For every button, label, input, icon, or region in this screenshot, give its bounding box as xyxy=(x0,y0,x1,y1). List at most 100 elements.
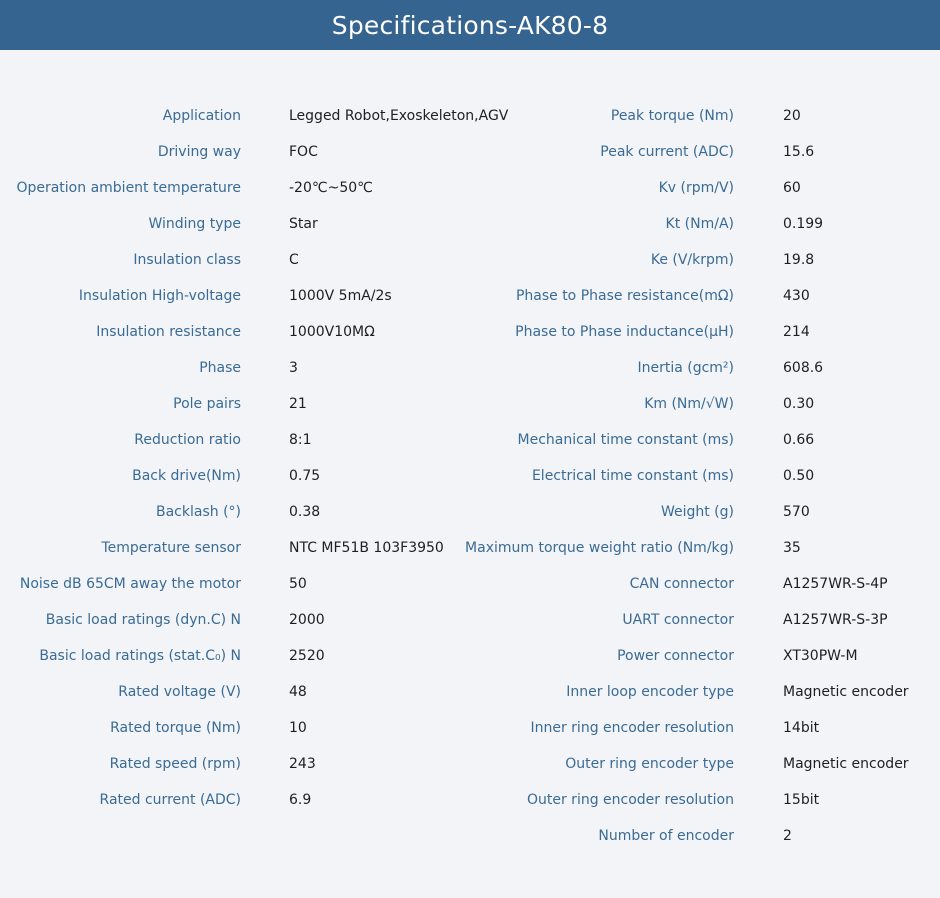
spec-value: 0.30 xyxy=(783,396,815,412)
spec-label: Operation ambient temperature xyxy=(16,180,241,196)
spec-value: 6.9 xyxy=(289,792,312,808)
spec-row: Outer ring encoder resolution 15bit xyxy=(0,788,940,812)
spec-row: CAN connector A1257WR-S-4P xyxy=(0,572,940,596)
spec-label: Reduction ratio xyxy=(134,432,241,448)
spec-label: Outer ring encoder resolution xyxy=(526,792,734,808)
spec-label: Power connector xyxy=(617,648,734,664)
spec-label: Basic load ratings (dyn.C) N xyxy=(45,612,241,628)
spec-label: Basic load ratings (stat.C₀) N xyxy=(39,648,241,664)
spec-row: Application Legged Robot,Exoskeleton,AGV xyxy=(0,104,940,128)
spec-row: Insulation resistance 1000V10MΩ xyxy=(0,320,940,344)
spec-row: Insulation class C xyxy=(0,248,940,272)
spec-value: 0.66 xyxy=(783,432,815,448)
spec-value: A1257WR-S-3P xyxy=(783,612,888,628)
spec-value: 14bit xyxy=(783,720,820,736)
spec-label: Back drive(Nm) xyxy=(132,468,241,484)
spec-label: Rated torque (Nm) xyxy=(110,720,241,736)
spec-value: 570 xyxy=(783,504,810,520)
spec-row: Reduction ratio 8:1 xyxy=(0,428,940,452)
spec-label: Kt (Nm/A) xyxy=(665,216,734,232)
specifications-table: Application Legged Robot,Exoskeleton,AGV D… xyxy=(0,50,940,898)
spec-value: 35 xyxy=(783,540,801,556)
spec-label: UART connector xyxy=(622,612,734,628)
spec-value: 0.75 xyxy=(289,468,321,484)
spec-value: 608.6 xyxy=(783,360,824,376)
spec-value: 214 xyxy=(783,324,810,340)
spec-row: Inner loop encoder type Magnetic encoder xyxy=(0,680,940,704)
spec-row: Outer ring encoder type Magnetic encoder xyxy=(0,752,940,776)
spec-value: 15bit xyxy=(783,792,820,808)
spec-row: Winding type Star xyxy=(0,212,940,236)
spec-label: CAN connector xyxy=(629,576,734,592)
spec-row: Power connector XT30PW-M xyxy=(0,644,940,668)
spec-row: Operation ambient temperature -20℃~50℃ xyxy=(0,176,940,200)
spec-row: Noise dB 65CM away the motor 50 xyxy=(0,572,940,596)
spec-label: Insulation resistance xyxy=(96,324,241,340)
spec-row: Rated speed (rpm) 243 xyxy=(0,752,940,776)
spec-row: Temperature sensor NTC MF51B 103F3950 xyxy=(0,536,940,560)
spec-row: UART connector A1257WR-S-3P xyxy=(0,608,940,632)
spec-row: Weight (g) 570 xyxy=(0,500,940,524)
spec-value: 430 xyxy=(783,288,810,304)
spec-row: Rated current (ADC) 6.9 xyxy=(0,788,940,812)
spec-row: Kt (Nm/A) 0.199 xyxy=(0,212,940,236)
spec-label: Peak torque (Nm) xyxy=(610,108,734,124)
spec-row: Pole pairs 21 xyxy=(0,392,940,416)
spec-row: Maximum torque weight ratio (Nm/kg) 35 xyxy=(0,536,940,560)
spec-label: Rated speed (rpm) xyxy=(109,756,241,772)
spec-label: Insulation class xyxy=(133,252,241,268)
spec-label: Rated voltage (V) xyxy=(118,684,241,700)
spec-label: Km (Nm/√W) xyxy=(644,396,734,412)
spec-row: Basic load ratings (stat.C₀) N 2520 xyxy=(0,644,940,668)
spec-row: Inner ring encoder resolution 14bit xyxy=(0,716,940,740)
spec-value: 1000V 5mA/2s xyxy=(289,288,392,304)
spec-value: 1000V10MΩ xyxy=(289,324,375,340)
spec-row: Backlash (°) 0.38 xyxy=(0,500,940,524)
spec-value: 0.50 xyxy=(783,468,815,484)
spec-value: C xyxy=(289,252,299,268)
spec-label: Phase to Phase inductance(μH) xyxy=(515,324,734,340)
spec-row: Insulation High-voltage 1000V 5mA/2s xyxy=(0,284,940,308)
spec-label: Kv (rpm/V) xyxy=(658,180,734,196)
spec-row: Number of encoder 2 xyxy=(0,824,940,848)
spec-value: 2520 xyxy=(289,648,325,664)
spec-row: Peak torque (Nm) 20 xyxy=(0,104,940,128)
spec-label: Pole pairs xyxy=(173,396,241,412)
spec-label: Winding type xyxy=(148,216,241,232)
spec-row: Peak current (ADC) 15.6 xyxy=(0,140,940,164)
spec-label: Insulation High-voltage xyxy=(78,288,241,304)
spec-label: Peak current (ADC) xyxy=(600,144,734,160)
spec-value: NTC MF51B 103F3950 xyxy=(289,540,444,556)
spec-label: Noise dB 65CM away the motor xyxy=(19,576,241,592)
spec-label: Inertia (gcm²) xyxy=(637,360,734,376)
spec-row: Phase to Phase inductance(μH) 214 xyxy=(0,320,940,344)
spec-value: FOC xyxy=(289,144,318,160)
spec-row: Driving way FOC xyxy=(0,140,940,164)
spec-label: Phase xyxy=(199,360,241,376)
spec-row: Phase 3 xyxy=(0,356,940,380)
spec-value: 21 xyxy=(289,396,307,412)
spec-label: Weight (g) xyxy=(660,504,734,520)
spec-row: Phase to Phase resistance(mΩ) 430 xyxy=(0,284,940,308)
spec-row: Kv (rpm/V) 60 xyxy=(0,176,940,200)
spec-row: Rated voltage (V) 48 xyxy=(0,680,940,704)
spec-label: Mechanical time constant (ms) xyxy=(517,432,734,448)
spec-value: 8:1 xyxy=(289,432,312,448)
spec-value: 10 xyxy=(289,720,307,736)
spec-label: Driving way xyxy=(157,144,241,160)
spec-value: 19.8 xyxy=(783,252,815,268)
spec-label: Maximum torque weight ratio (Nm/kg) xyxy=(465,540,734,556)
spec-row: Ke (V/krpm) 19.8 xyxy=(0,248,940,272)
spec-label: Rated current (ADC) xyxy=(99,792,241,808)
spec-row: Rated torque (Nm) 10 xyxy=(0,716,940,740)
spec-value: XT30PW-M xyxy=(783,648,858,664)
spec-row: Basic load ratings (dyn.C) N 2000 xyxy=(0,608,940,632)
spec-label: Inner loop encoder type xyxy=(566,684,734,700)
spec-value: 15.6 xyxy=(783,144,815,160)
spec-row: Mechanical time constant (ms) 0.66 xyxy=(0,428,940,452)
spec-label: Backlash (°) xyxy=(156,504,241,520)
spec-row: Electrical time constant (ms) 0.50 xyxy=(0,464,940,488)
spec-value: 243 xyxy=(289,756,316,772)
spec-value: -20℃~50℃ xyxy=(289,180,373,196)
spec-value: 2000 xyxy=(289,612,325,628)
